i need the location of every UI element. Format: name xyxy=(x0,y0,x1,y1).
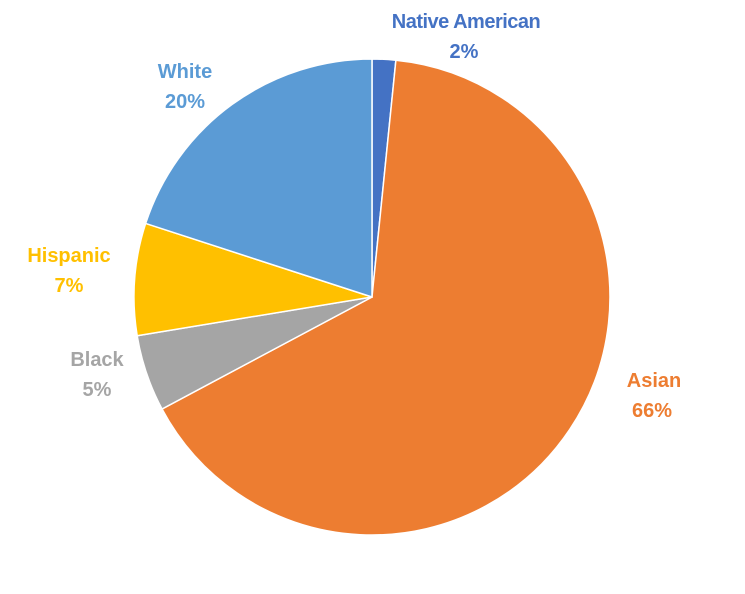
value-native-american: 2% xyxy=(450,41,479,63)
pie-slice-hispanic xyxy=(133,222,373,337)
label-asian: Asian xyxy=(627,370,681,392)
pie-slices xyxy=(133,58,611,536)
label-black: Black xyxy=(70,349,124,371)
value-white: 20% xyxy=(165,91,205,113)
value-asian: 66% xyxy=(632,400,672,422)
value-hispanic: 7% xyxy=(55,275,84,297)
value-black: 5% xyxy=(83,379,112,401)
label-native-american: Native American xyxy=(392,11,541,33)
label-hispanic: Hispanic xyxy=(27,245,110,267)
pie-slice-asian xyxy=(160,59,611,536)
pie-slice-white xyxy=(144,58,373,299)
label-white: White xyxy=(158,61,212,83)
